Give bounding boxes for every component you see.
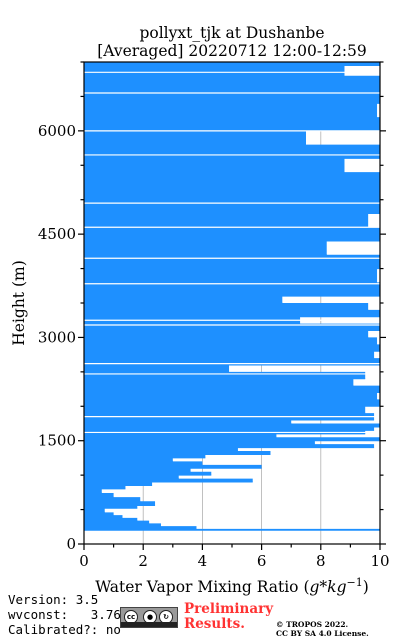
y-tick-label: 0 — [66, 535, 76, 553]
cc-badge-strip — [121, 622, 177, 627]
x-tick-label: 6 — [257, 552, 267, 570]
chart-title-line1: pollyxt_tjk at Dushanbe — [139, 24, 325, 42]
preliminary-notice: Preliminary Results. — [184, 602, 273, 632]
x-axis-unit: g*kg — [310, 578, 347, 596]
x-tick-label: 8 — [316, 552, 326, 570]
x-tick-label: 0 — [79, 552, 89, 570]
y-tick-label: 4500 — [38, 225, 76, 243]
x-tick-label: 4 — [198, 552, 208, 570]
cc-license-badge: cc ● ↻ — [120, 607, 178, 628]
y-tick-label: 6000 — [38, 122, 76, 140]
x-tick-label: 2 — [138, 552, 148, 570]
preliminary-line2: Results. — [184, 616, 245, 632]
copyright-line1: © TROPOS 2022. — [276, 620, 349, 629]
chart-title: pollyxt_tjk at Dushanbe [Averaged] 20220… — [80, 24, 384, 60]
y-axis-title: Height (m) — [10, 260, 28, 346]
preliminary-line1: Preliminary — [184, 601, 274, 617]
x-axis-title-close: ) — [363, 578, 369, 596]
x-axis-title: Water Vapor Mixing Ratio (g*kg−1) — [95, 576, 369, 596]
y-tick-label: 3000 — [38, 328, 76, 346]
x-axis-unit-exponent: −1 — [347, 576, 363, 589]
chart-title-line2: [Averaged] 20220712 12:00-12:59 — [97, 42, 367, 60]
x-axis-title-main: Water Vapor Mixing Ratio ( — [95, 578, 309, 596]
wvconst-text: wvconst: 3.76 — [8, 607, 121, 622]
y-tick-label: 1500 — [38, 432, 76, 450]
copyright-line2: CC BY SA 4.0 License. — [276, 629, 369, 638]
footer-meta: Version: 3.5 wvconst: 3.76 Calibrated?: no — [8, 592, 121, 637]
x-tick-label: 10 — [370, 552, 389, 570]
copyright-notice: © TROPOS 2022. CC BY SA 4.0 License. — [276, 620, 369, 638]
version-text: Version: 3.5 — [8, 592, 99, 607]
calibrated-text: Calibrated?: no — [8, 622, 121, 637]
